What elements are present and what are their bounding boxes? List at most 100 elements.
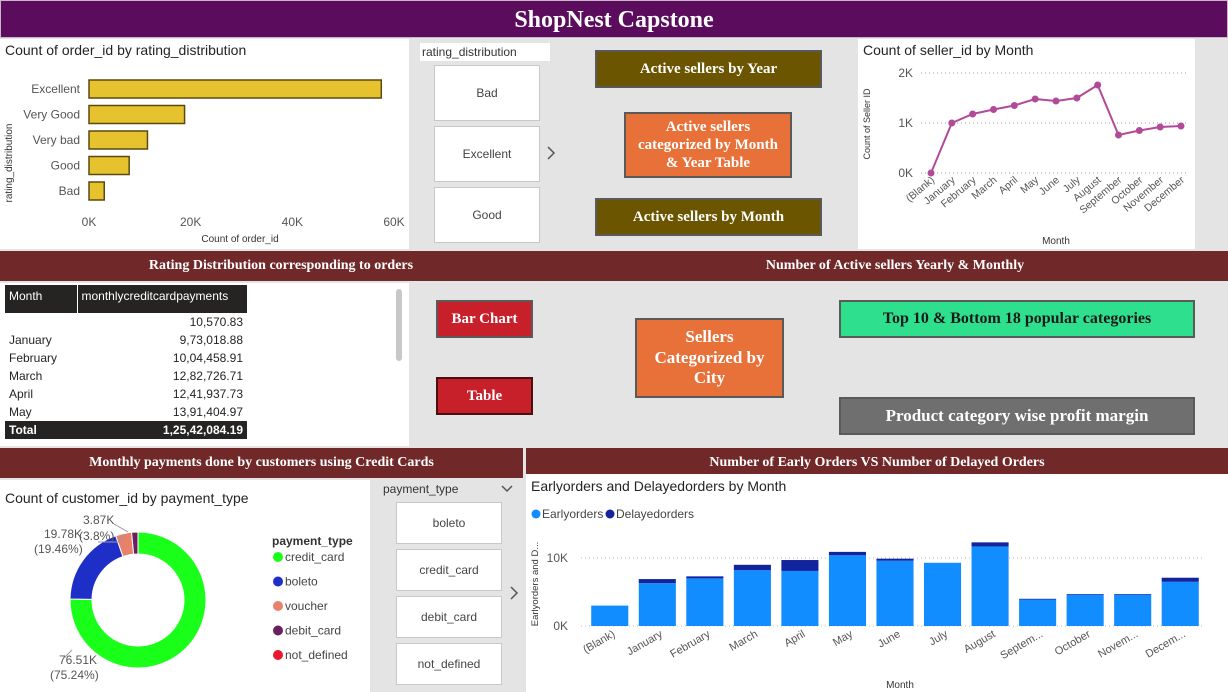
payment-slicer-chevron-right-icon[interactable] — [508, 584, 520, 602]
table-cell-month: April — [9, 387, 34, 401]
table-total-row[interactable]: Total 1,25,42,084.19 — [5, 421, 247, 439]
donut-label-boleto-pct: (19.46%) — [34, 542, 83, 556]
orders-x-tick: August — [962, 628, 998, 656]
payment-slicer-item-debit-card[interactable]: debit_card — [396, 596, 502, 638]
orders-legend-label: Earlyorders — [542, 507, 603, 521]
seller-data-point — [1115, 131, 1122, 139]
top-bottom-categories-button[interactable]: Top 10 & Bottom 18 popular categories — [839, 300, 1195, 338]
table-cell-payment: 12,82,726.71 — [172, 369, 243, 383]
active-sellers-month-year-button[interactable]: Active sellers categorized by Month & Ye… — [624, 112, 792, 178]
table-cell-month: February — [9, 351, 58, 365]
donut-slice-credit-card — [69, 531, 207, 669]
donut-leader-line — [63, 649, 73, 659]
seller-chart-panel: Count of seller_id by Month 0K 1K 2K (Blank… — [858, 39, 1195, 249]
active-sellers-by-month-button[interactable]: Active sellers by Month — [595, 198, 822, 236]
donut-leader-line — [113, 523, 129, 533]
table-row[interactable]: February 10,04,458.91 — [5, 349, 247, 367]
orders-x-tick: March — [727, 628, 759, 654]
orders-y-tick: 0K — [553, 619, 568, 633]
rating-x-tick: 60K — [383, 215, 404, 229]
payment-slicer: payment_type boleto credit_card debit_ca… — [380, 478, 520, 692]
seller-data-point — [990, 106, 997, 113]
rating-slicer-chevron-right-icon[interactable] — [544, 144, 558, 162]
payment-chart-panel: Count of customer_id by payment_type 76.… — [0, 480, 370, 692]
orders-bar-early — [733, 570, 771, 626]
orders-bar-early — [876, 560, 914, 626]
section-bar-payments: Monthly payments done by customers using… — [0, 448, 523, 478]
table-row[interactable]: January 9,73,018.88 — [5, 331, 247, 349]
payment-slicer-item-boleto[interactable]: boleto — [396, 502, 502, 544]
seller-data-point — [1031, 95, 1039, 103]
seller-data-point — [1177, 122, 1185, 130]
table-row[interactable]: April 12,41,937.73 — [5, 385, 247, 403]
rating-tick-label: Good — [51, 159, 80, 173]
orders-legend-label: Delayedorders — [616, 507, 694, 521]
active-sellers-by-year-button[interactable]: Active sellers by Year — [595, 50, 822, 88]
orders-bar-delayed — [1114, 594, 1152, 595]
rating-slicer-item-bad[interactable]: Bad — [434, 65, 540, 121]
table-cell-payment: 12,41,937.73 — [172, 387, 243, 401]
orders-bar-early — [1066, 594, 1104, 626]
orders-x-tick: October — [1053, 628, 1093, 658]
donut-legend-label: voucher — [285, 599, 328, 613]
table-row[interactable]: May 13,91,404.97 — [5, 403, 247, 421]
donut-legend-label: credit_card — [285, 550, 344, 564]
rating-slicer-item-excellent[interactable]: Excellent — [434, 126, 540, 182]
orders-x-tick: April — [782, 628, 807, 649]
section-bar-rating: Rating Distribution corresponding to ord… — [0, 251, 562, 281]
seller-y-tick: 0K — [898, 166, 913, 180]
sellers-by-city-button[interactable]: Sellers Categorized by City — [635, 318, 784, 398]
orders-x-tick: February — [668, 628, 713, 661]
donut-label-credit-pct: (75.24%) — [50, 668, 99, 682]
rating-x-tick: 0K — [82, 215, 97, 229]
rating-bar-chart[interactable]: Excellent Very Good Very bad Good Bad 0K 20K 40… — [0, 61, 409, 246]
orders-x-tick: Septem... — [998, 628, 1045, 662]
bar-chart-button[interactable]: Bar Chart — [436, 300, 533, 338]
table-row[interactable]: March 12,82,726.71 — [5, 367, 247, 385]
orders-x-tick: Decem... — [1144, 628, 1188, 660]
seller-x-tick: April — [996, 174, 1020, 197]
donut-legend-marker — [273, 552, 283, 562]
donut-legend-marker — [273, 601, 283, 611]
orders-stacked-bar-chart[interactable]: 0K 10K (Blank) January February March April May… — [526, 496, 1228, 692]
table-header-month[interactable]: Month — [5, 285, 78, 313]
table-header-payments[interactable]: monthlycreditcardpayments — [77, 285, 248, 313]
rating-bar — [88, 130, 149, 150]
payment-donut-chart[interactable]: 76.51K(75.24%) 19.78K(19.46%) 3.87K (3.8%) p… — [0, 480, 370, 692]
orders-bar-delayed — [876, 558, 914, 561]
seller-data-point — [927, 169, 935, 177]
seller-data-point — [1073, 94, 1081, 102]
payment-slicer-item-credit-card[interactable]: credit_card — [396, 549, 502, 591]
donut-label-voucher-pct: (3.8%) — [79, 529, 114, 543]
orders-bar-early — [591, 605, 629, 626]
donut-legend-label: boleto — [285, 575, 318, 589]
profit-margin-button[interactable]: Product category wise profit margin — [839, 397, 1195, 435]
payment-slicer-title: payment_type — [383, 482, 459, 496]
donut-leader-line — [98, 535, 125, 543]
donut-slice-debit-card — [131, 531, 139, 555]
orders-x-tick: January — [625, 628, 665, 658]
donut-legend-marker — [273, 576, 283, 587]
rating-slicer-item-good[interactable]: Good — [434, 187, 540, 243]
orders-bar-early — [1161, 581, 1199, 626]
orders-chart-title: Earlyorders and Delayedorders by Month — [531, 478, 787, 494]
payment-slicer-item-not-defined[interactable]: not_defined — [396, 643, 502, 685]
orders-legend-marker — [531, 509, 541, 519]
table-button[interactable]: Table — [436, 377, 533, 415]
table-cell-month: Total — [5, 421, 77, 439]
dashboard-title: ShopNest Capstone — [0, 0, 1228, 38]
table-scrollbar[interactable] — [396, 289, 402, 361]
rating-x-tick: 20K — [180, 215, 201, 229]
seller-data-point — [1052, 97, 1060, 105]
payment-slicer-chevron-down-icon[interactable] — [500, 482, 514, 494]
orders-bar-early — [686, 578, 724, 626]
table-row[interactable]: 10,570.83 — [5, 313, 247, 331]
donut-legend-marker — [273, 625, 283, 636]
orders-legend-marker — [605, 509, 615, 519]
orders-bar-early — [781, 570, 819, 626]
rating-slicer: rating_distribution Bad Excellent Good — [420, 43, 550, 248]
seller-line-chart[interactable]: 0K1K2K(Blank)JanuaryFebruaryMarchAprilMa… — [858, 59, 1195, 249]
payment-chart-title: Count of customer_id by payment_type — [5, 490, 249, 506]
orders-bar-delayed — [733, 564, 771, 571]
donut-label-boleto: 19.78K — [44, 527, 82, 541]
